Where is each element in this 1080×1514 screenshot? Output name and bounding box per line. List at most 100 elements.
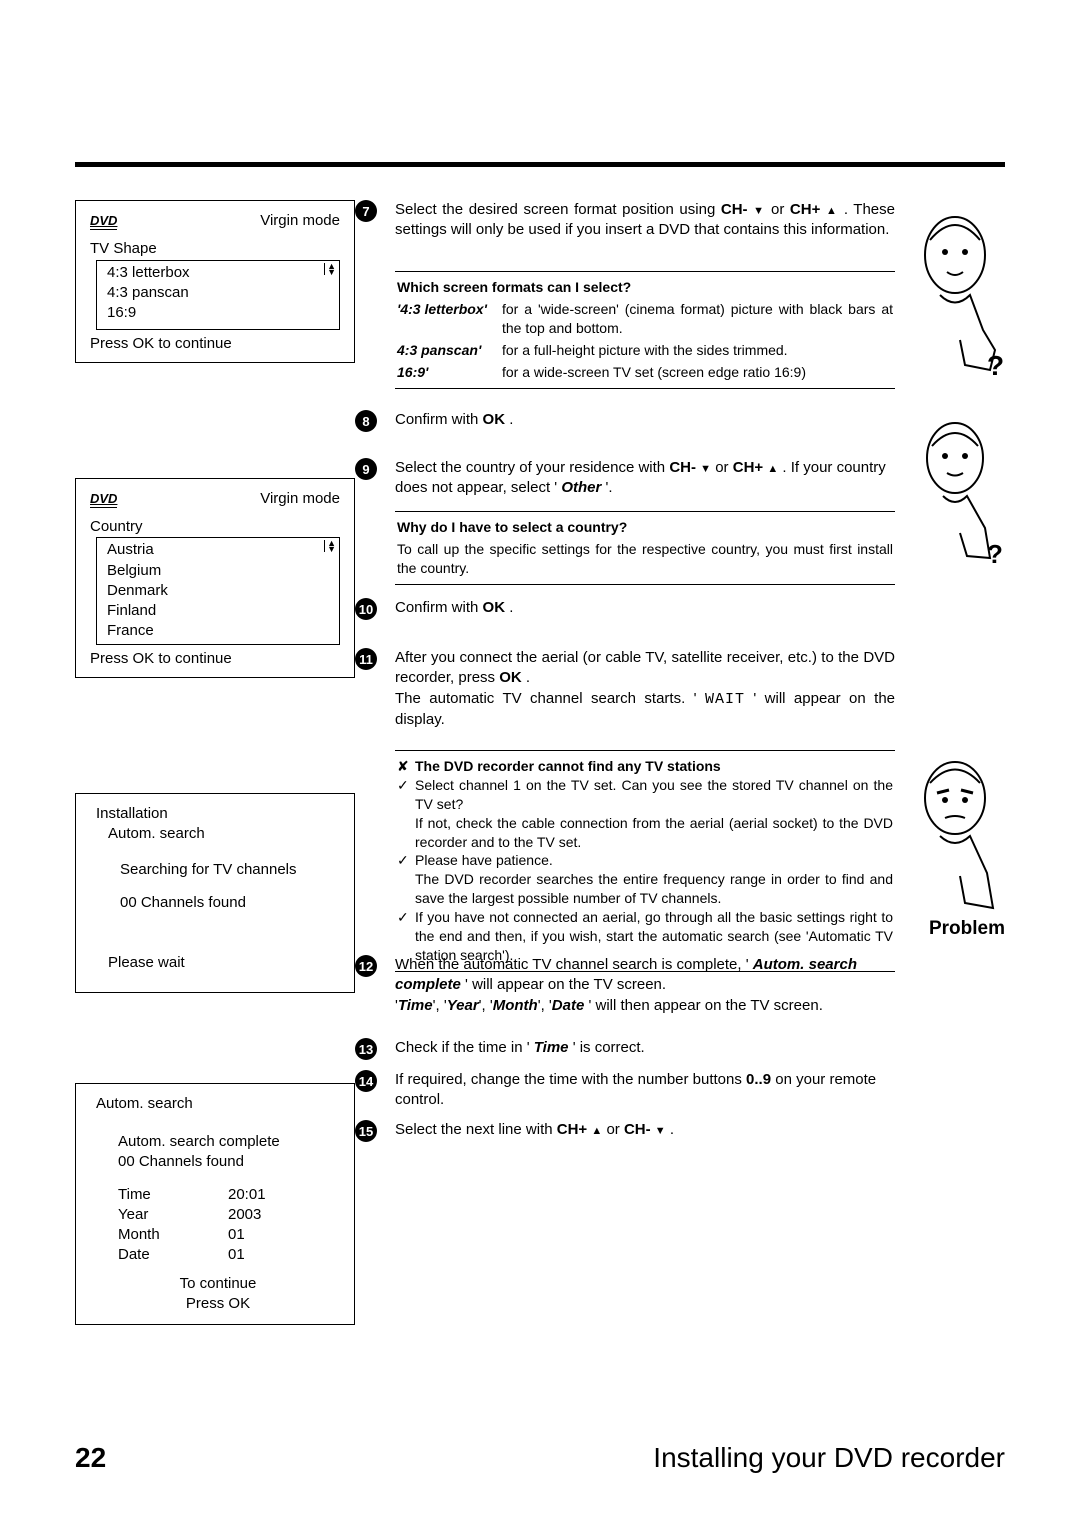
osd-autom-search: Autom. search Autom. search complete 00 … (75, 1083, 355, 1325)
infobox-problem: ✘ The DVD recorder cannot find any TV st… (395, 750, 895, 972)
osd-country: DVD Virgin mode Country ▲▼ Austria Belgi… (75, 478, 355, 678)
fmt-key: 4:3 letterbox (400, 301, 483, 317)
osd3-title1: Installation (96, 804, 340, 824)
b: Year (447, 997, 479, 1014)
osd4-line: Autom. search complete (96, 1132, 340, 1152)
osd-mode: Virgin mode (260, 211, 340, 231)
step-7-body: Select the desired screen format positio… (395, 200, 1005, 389)
osd-section: TV Shape (90, 239, 340, 259)
osd-footer: Press OK to continue (90, 649, 340, 669)
step-number-13: 13 (355, 1038, 377, 1060)
step-number-7: 7 (355, 200, 377, 222)
step-11-body: After you connect the aerial (or cable T… (395, 648, 1005, 972)
fmt-val: for a 'wide-screen' (cinema format) pict… (502, 300, 893, 338)
t: If required, change the time with the nu… (395, 1071, 746, 1088)
key: CH+ (790, 201, 820, 218)
osd4-footer: Press OK (96, 1294, 340, 1314)
osd3-title2: Autom. search (96, 824, 340, 844)
list-item: 4:3 panscan (107, 283, 333, 303)
osd4-footer: To continue (96, 1274, 340, 1294)
listbox-tvshape: ▲▼ 4:3 letterbox 4:3 panscan 16:9 (96, 260, 340, 330)
step-12-body: When the automatic TV channel search is … (395, 955, 1005, 1016)
triangle-up-icon (591, 1121, 602, 1138)
listbox-country: ▲▼ Austria Belgium Denmark Finland Franc… (96, 537, 340, 644)
dvd-logo: DVD (90, 490, 117, 509)
kv-key: Month (118, 1225, 228, 1245)
key: CH- (624, 1121, 651, 1138)
fmt-key: 16:9 (397, 364, 425, 380)
kv-val: 2003 (228, 1205, 261, 1225)
list-item: Denmark (107, 581, 333, 601)
key: CH- (721, 201, 748, 218)
triangle-up-icon (826, 201, 838, 218)
list-item: France (107, 621, 333, 641)
kv-key: Year (118, 1205, 228, 1225)
osd-tvshape: DVD Virgin mode TV Shape ▲▼ 4:3 letterbo… (75, 200, 355, 363)
infobox-title: Why do I have to select a country? (397, 518, 893, 537)
osd-footer: Press OK to continue (90, 334, 340, 354)
t: When the automatic TV channel search is … (395, 956, 749, 973)
top-divider (75, 162, 1005, 167)
spinner-icon: ▲▼ (324, 540, 336, 552)
t: . (670, 1121, 674, 1138)
key: OK (483, 411, 506, 428)
step-14-body: If required, change the time with the nu… (395, 1070, 1005, 1111)
t: The DVD recorder searches the entire fre… (415, 871, 893, 906)
fmt-key: 4:3 panscan (397, 342, 478, 358)
kv-val: 20:01 (228, 1185, 266, 1205)
list-item: Austria (107, 540, 333, 560)
page-content: DVD Virgin mode TV Shape ▲▼ 4:3 letterbo… (75, 200, 1005, 1335)
t: Select channel 1 on the TV set. Can you … (415, 777, 893, 812)
triangle-up-icon (767, 459, 778, 476)
step-number-11: 11 (355, 648, 377, 670)
step-number-14: 14 (355, 1070, 377, 1092)
t: Select the country of your residence wit… (395, 459, 669, 476)
b: Date (552, 997, 585, 1014)
b: Month (493, 997, 538, 1014)
t: If not, check the cable connection from … (415, 815, 893, 850)
spinner-icon: ▲▼ (324, 263, 336, 275)
t: . (509, 411, 513, 428)
t: . (509, 599, 513, 616)
t: ' will then appear on the TV screen. (588, 997, 822, 1014)
t: . (526, 669, 530, 686)
key: 0..9 (746, 1071, 771, 1088)
t: ' will appear on the TV screen. (465, 976, 666, 993)
fmt-val: for a wide-screen TV set (screen edge ra… (502, 363, 893, 382)
step-number-10: 10 (355, 598, 377, 620)
step-number-12: 12 (355, 955, 377, 977)
list-item: 16:9 (107, 303, 333, 323)
osd3-line: Searching for TV channels (96, 860, 340, 880)
step-number-9: 9 (355, 458, 377, 480)
t: or (771, 201, 790, 218)
svg-text:?: ? (987, 539, 1003, 568)
check-icon: ✓ (397, 851, 415, 908)
osd-installation: Installation Autom. search Searching for… (75, 793, 355, 993)
step-10-body: Confirm with OK . (395, 598, 1005, 620)
step-15-body: Select the next line with CH+ or CH- . (395, 1120, 1005, 1142)
infobox-screen-formats: Which screen formats can I select? '4:3 … (395, 271, 895, 389)
t: or (715, 459, 733, 476)
step-number-8: 8 (355, 410, 377, 432)
qmark: ? (987, 350, 1004, 380)
triangle-down-icon (700, 459, 711, 476)
t: Select the desired screen format positio… (395, 201, 721, 218)
key: OK (483, 599, 506, 616)
step-9-body: Select the country of your residence wit… (395, 458, 1005, 585)
triangle-down-icon (753, 201, 765, 218)
face-problem-icon (905, 748, 1005, 918)
key: OK (499, 669, 522, 686)
kv-key: Time (118, 1185, 228, 1205)
key: CH+ (733, 459, 763, 476)
face-question-icon: ? (905, 408, 1005, 568)
list-item: Belgium (107, 561, 333, 581)
kv-val: 01 (228, 1245, 245, 1265)
infobox-title: Which screen formats can I select? (397, 278, 893, 297)
page-footer: 22 Installing your DVD recorder (75, 1442, 1005, 1474)
infobox-body: To call up the specific settings for the… (397, 540, 893, 578)
step-number-15: 15 (355, 1120, 377, 1142)
t: Confirm with (395, 599, 483, 616)
infobox-title: The DVD recorder cannot find any TV stat… (415, 757, 721, 776)
t: Confirm with (395, 411, 483, 428)
osd3-line: Please wait (96, 953, 340, 973)
